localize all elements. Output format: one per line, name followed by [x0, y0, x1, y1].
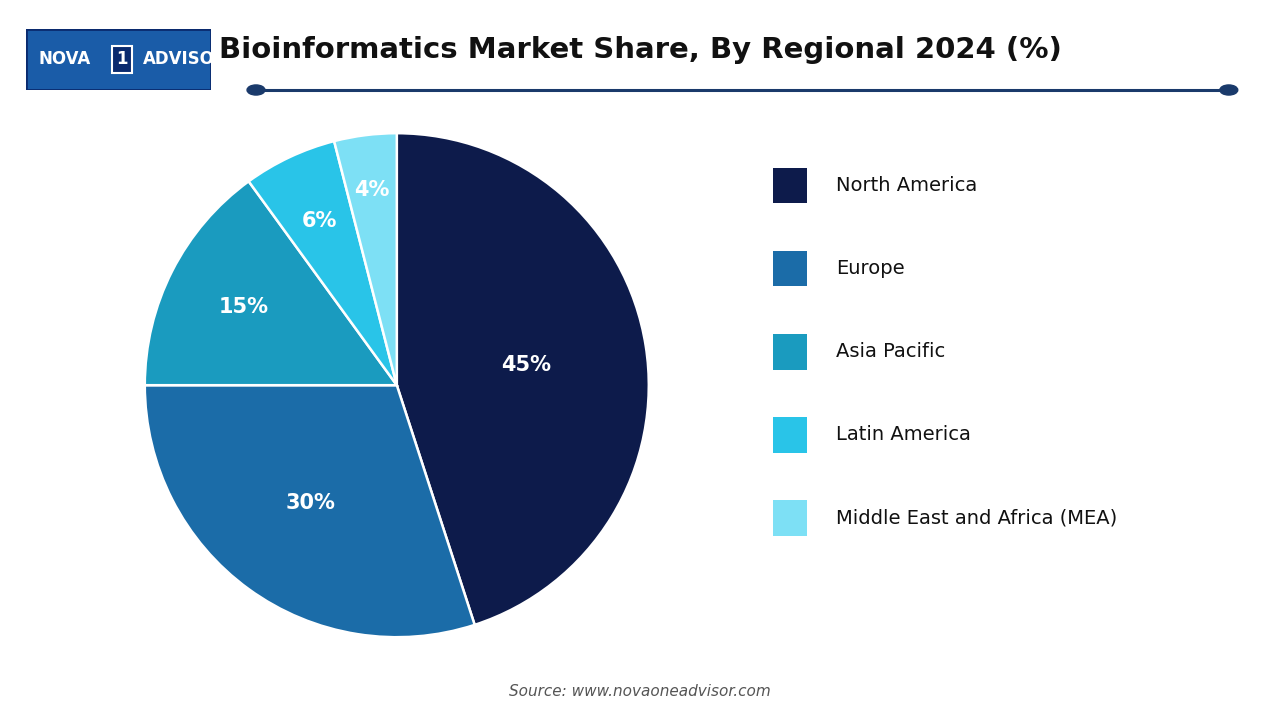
- Wedge shape: [334, 133, 397, 385]
- Wedge shape: [145, 385, 475, 637]
- FancyBboxPatch shape: [773, 417, 806, 453]
- Text: Latin America: Latin America: [836, 426, 972, 444]
- FancyBboxPatch shape: [773, 168, 806, 203]
- Text: 6%: 6%: [302, 211, 337, 231]
- Text: ADVISOR: ADVISOR: [142, 50, 227, 68]
- Text: Middle East and Africa (MEA): Middle East and Africa (MEA): [836, 508, 1117, 528]
- Text: North America: North America: [836, 176, 978, 195]
- Wedge shape: [397, 133, 649, 625]
- Text: 4%: 4%: [355, 180, 390, 200]
- Text: Source: www.novaoneadvisor.com: Source: www.novaoneadvisor.com: [509, 684, 771, 698]
- Text: NOVA: NOVA: [38, 50, 91, 68]
- Text: 1: 1: [116, 50, 128, 68]
- FancyBboxPatch shape: [773, 251, 806, 287]
- Text: 15%: 15%: [219, 297, 269, 318]
- FancyBboxPatch shape: [773, 334, 806, 369]
- Text: Asia Pacific: Asia Pacific: [836, 342, 946, 361]
- Text: Bioinformatics Market Share, By Regional 2024 (%): Bioinformatics Market Share, By Regional…: [219, 37, 1061, 64]
- Text: 45%: 45%: [502, 355, 552, 374]
- Text: Europe: Europe: [836, 259, 905, 278]
- Wedge shape: [145, 181, 397, 385]
- Text: 30%: 30%: [285, 493, 335, 513]
- Wedge shape: [248, 141, 397, 385]
- FancyBboxPatch shape: [773, 500, 806, 536]
